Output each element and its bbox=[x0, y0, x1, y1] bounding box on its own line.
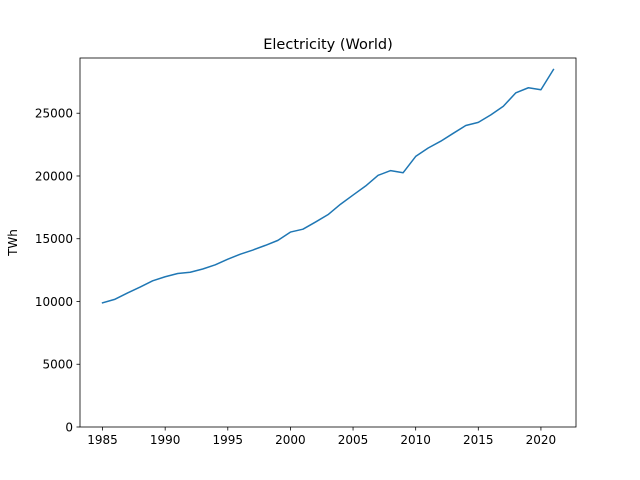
y-tick-label: 25000 bbox=[35, 107, 73, 121]
y-axis: 0 5000 10000 15000 20000 25000 bbox=[35, 107, 80, 434]
x-tick-label: 2020 bbox=[526, 433, 557, 447]
y-tick-label: 0 bbox=[65, 420, 73, 434]
y-tick-label: 5000 bbox=[42, 358, 73, 372]
axes-frame bbox=[79, 57, 577, 428]
x-axis: 1985 1990 1995 2000 2005 2010 2015 2020 bbox=[87, 427, 556, 447]
y-tick-label: 10000 bbox=[35, 295, 73, 309]
x-tick-label: 2000 bbox=[275, 433, 306, 447]
y-tick-label: 15000 bbox=[35, 232, 73, 246]
y-axis-label: TWh bbox=[6, 229, 20, 257]
x-tick-label: 2015 bbox=[463, 433, 494, 447]
chart-title: Electricity (World) bbox=[263, 37, 393, 53]
x-tick-label: 1995 bbox=[213, 433, 244, 447]
series-line bbox=[101, 68, 555, 304]
x-tick-label: 2005 bbox=[338, 433, 369, 447]
x-tick-label: 2010 bbox=[400, 433, 431, 447]
y-tick-label: 20000 bbox=[35, 169, 73, 183]
x-tick-label: 1990 bbox=[150, 433, 181, 447]
x-tick-label: 1985 bbox=[87, 433, 118, 447]
